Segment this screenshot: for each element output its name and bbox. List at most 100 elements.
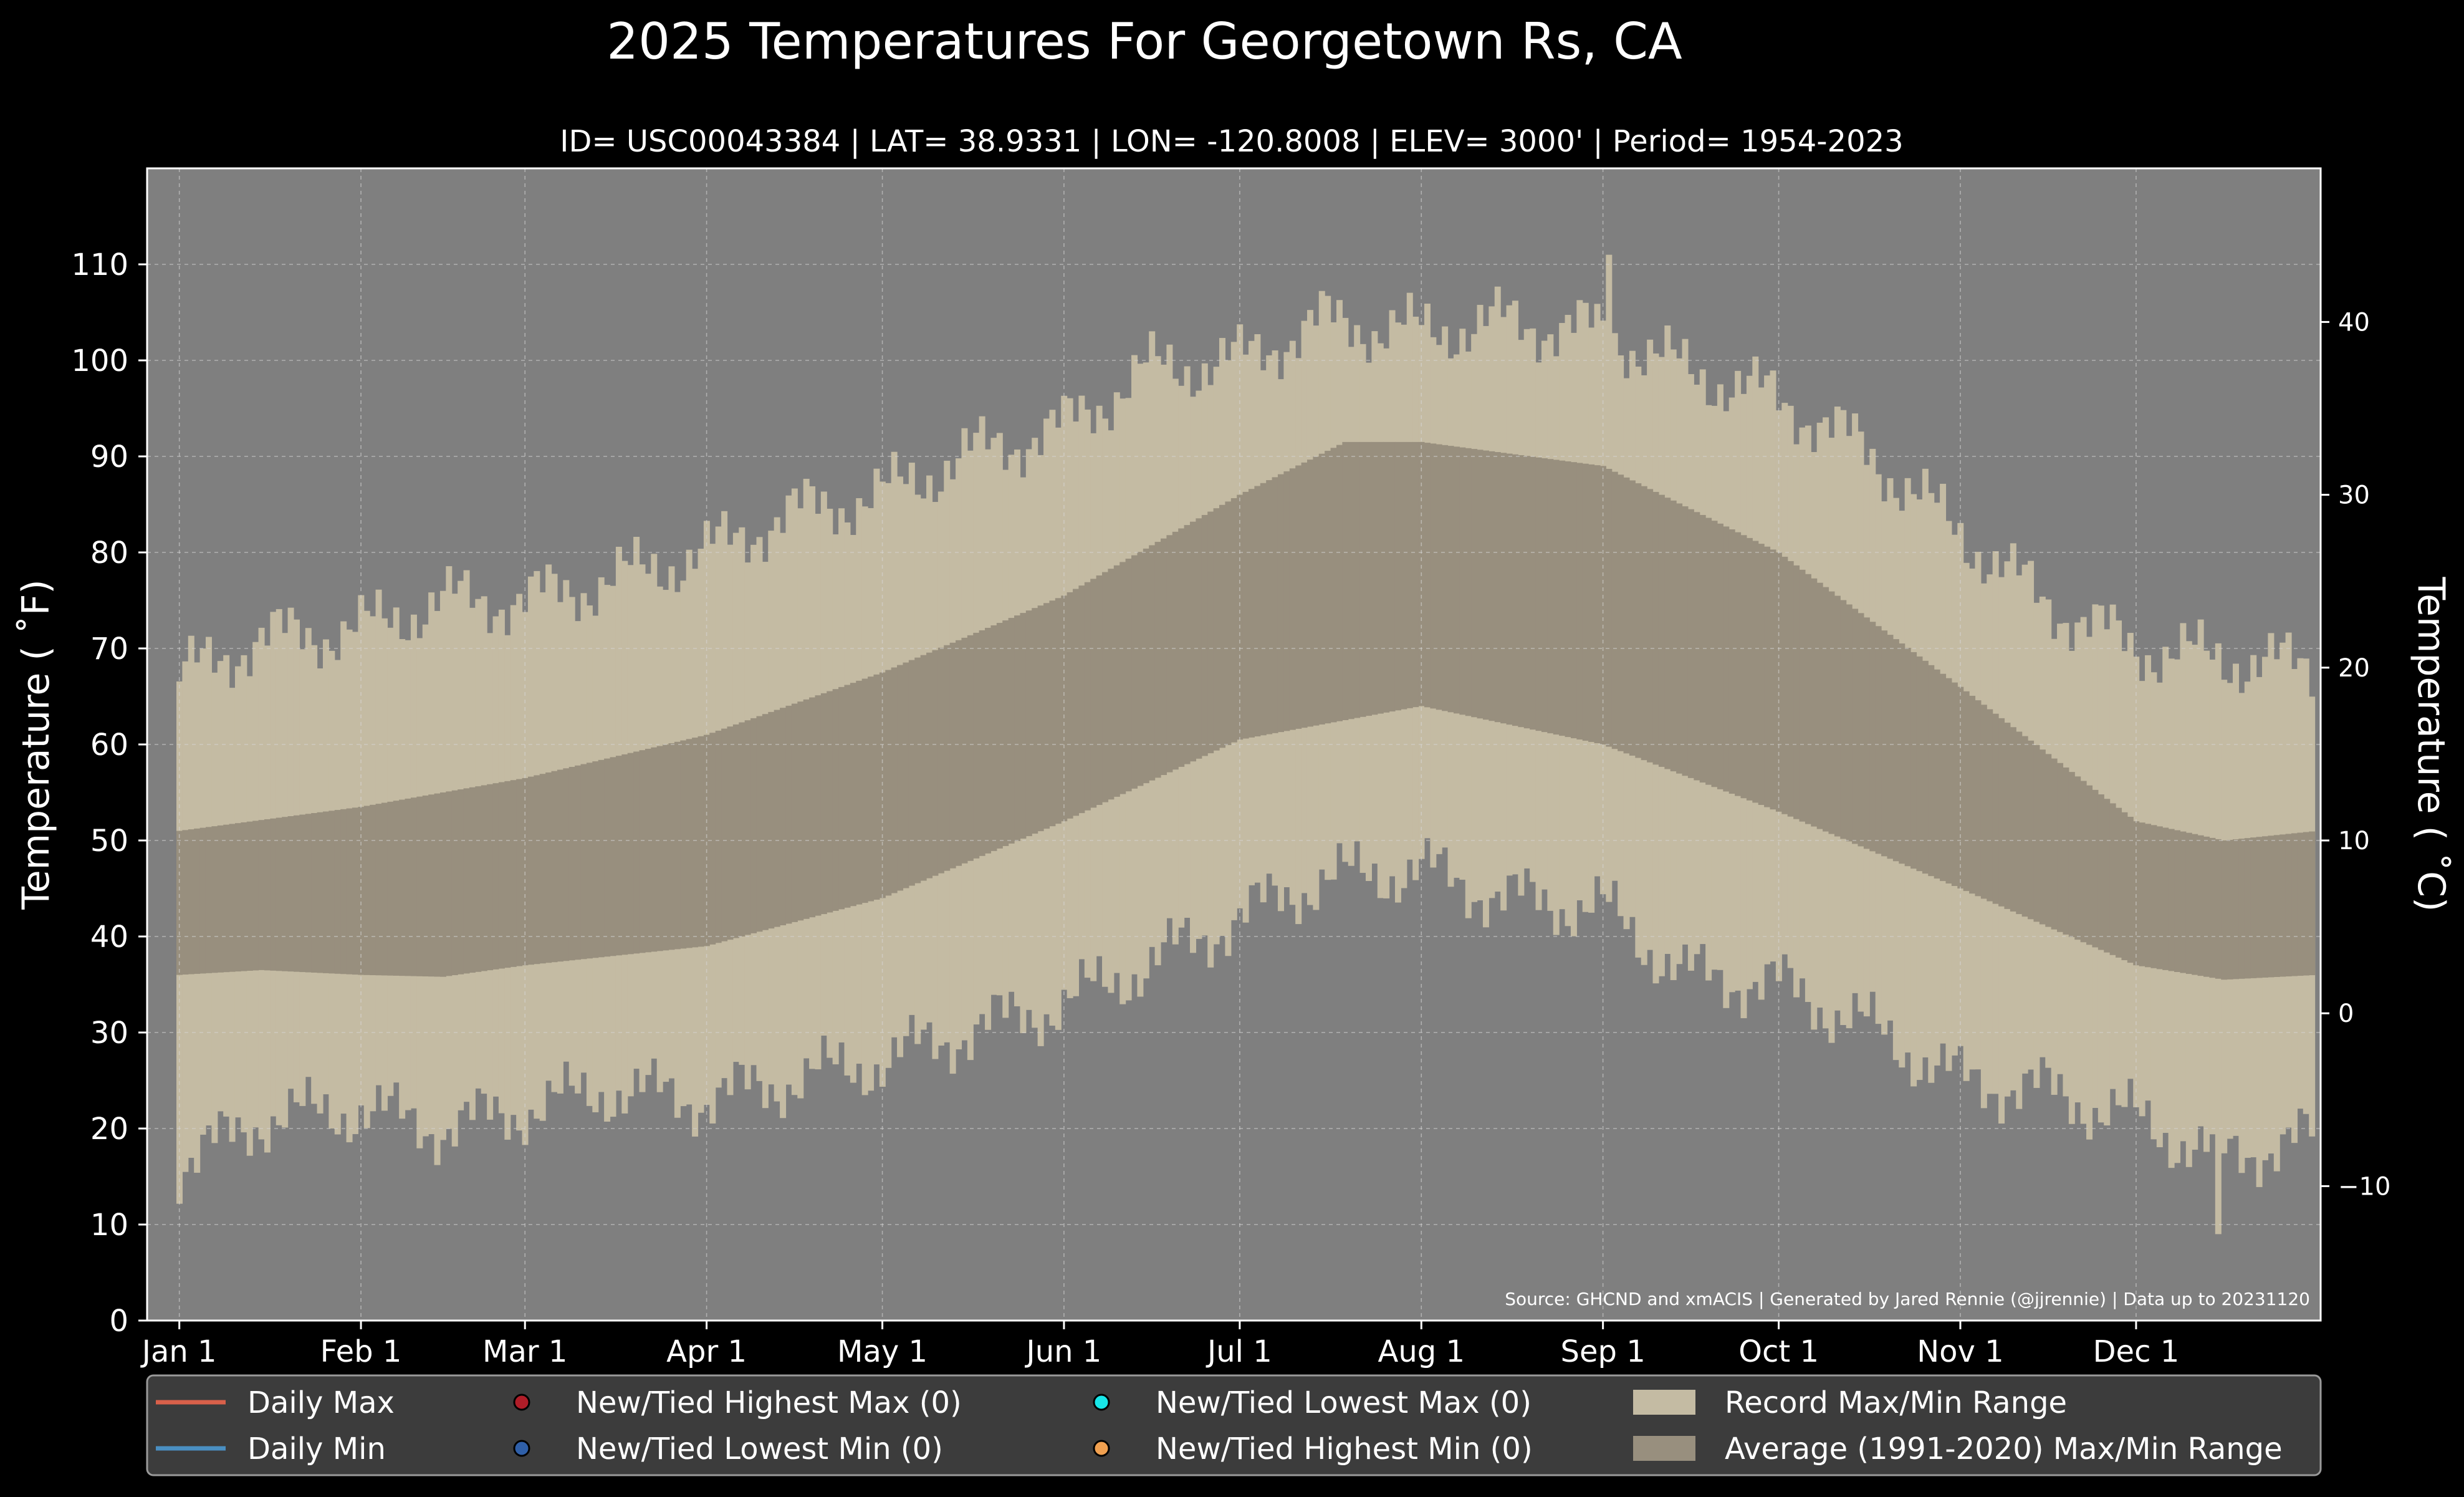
average-range-bar: [1196, 518, 1202, 759]
x-tick-label: Mar 1: [482, 1334, 567, 1369]
average-range-bar: [1775, 552, 1782, 812]
average-range-bar: [1119, 562, 1126, 794]
average-range-bar: [1758, 544, 1765, 806]
average-range-bar: [1201, 514, 1208, 756]
average-range-bar: [2033, 745, 2040, 922]
average-range-bar: [1570, 462, 1577, 739]
y-tick-label-right: 10: [2338, 827, 2370, 855]
average-range-bar: [1453, 446, 1460, 714]
average-range-bar: [967, 635, 974, 861]
legend-label: Record Max/Min Range: [1725, 1385, 2067, 1420]
x-tick-label: Sep 1: [1560, 1334, 1645, 1369]
average-range-bar: [1225, 501, 1232, 746]
average-range-bar: [1781, 556, 1788, 814]
x-tick-label: Apr 1: [666, 1334, 747, 1369]
average-range-bar: [1565, 461, 1571, 738]
average-range-bar: [2097, 794, 2104, 950]
average-range-bar: [926, 652, 933, 878]
average-range-bar: [780, 708, 787, 926]
average-range-bar: [1313, 456, 1320, 726]
average-range-bar: [990, 625, 997, 851]
average-range-bar: [410, 797, 417, 976]
average-range-bar: [492, 783, 499, 970]
average-range-bar: [815, 695, 822, 916]
average-range-bar: [2133, 821, 2140, 966]
average-range-bar: [375, 804, 382, 976]
average-range-bar: [832, 689, 839, 911]
average-range-bar: [1090, 579, 1097, 808]
average-range-bar: [1488, 451, 1495, 721]
average-range-bar: [1823, 587, 1829, 832]
average-range-bar: [2051, 758, 2058, 930]
average-range-bar: [328, 811, 335, 974]
y-axis-right: −10 0 10 20 30 40: [2321, 308, 2390, 1201]
x-tick-label: Jul 1: [1206, 1334, 1272, 1369]
average-range-bar: [1465, 448, 1472, 716]
average-range-bar: [944, 645, 951, 871]
average-range-bar: [1477, 450, 1484, 719]
chart-subtitle: ID= USC00043384 | LAT= 38.9331 | LON= -1…: [560, 124, 1903, 159]
average-range-bar: [727, 726, 734, 940]
average-range-bar: [1412, 441, 1419, 708]
average-range-bar: [703, 734, 710, 946]
average-range-bar: [1846, 604, 1853, 842]
average-range-bar: [1166, 535, 1173, 773]
average-range-bar: [2039, 749, 2046, 925]
average-range-bar: [1161, 538, 1167, 776]
average-range-bar: [674, 741, 681, 950]
average-range-bar: [1541, 458, 1548, 733]
average-range-bar: [1728, 529, 1735, 794]
average-range-bar: [516, 779, 523, 966]
legend-label: New/Tied Highest Max (0): [576, 1385, 962, 1420]
average-range-bar: [1618, 474, 1624, 751]
average-range-bar: [1213, 508, 1220, 751]
average-range-bar: [469, 787, 476, 973]
average-range-bar: [2063, 767, 2069, 935]
average-range-bar: [1283, 471, 1290, 731]
average-range-bar: [545, 772, 552, 963]
average-range-bar: [1899, 643, 1906, 864]
average-range-bar: [1325, 451, 1331, 724]
average-range-bar: [241, 822, 247, 971]
average-range-bar: [2185, 832, 2192, 975]
average-range-bar: [428, 794, 435, 977]
average-range-bar: [2250, 837, 2257, 978]
average-range-bar: [322, 811, 329, 973]
average-range-bar: [246, 821, 253, 971]
average-range-bar: [785, 705, 792, 924]
average-range-bar: [1406, 441, 1413, 708]
average-range-bar: [2262, 836, 2269, 978]
legend-box: [146, 1374, 2322, 1476]
average-range-bar: [2256, 837, 2263, 978]
average-range-bar: [932, 650, 939, 876]
average-range-bar: [1957, 686, 1964, 888]
average-range-bar: [1904, 648, 1911, 867]
average-range-bar: [1442, 445, 1449, 711]
legend-dot-swatch: [1093, 1394, 1110, 1411]
average-range-bar: [1881, 630, 1888, 857]
average-range-bar: [1647, 489, 1654, 763]
average-range-bar: [1945, 678, 1952, 884]
average-range-bar: [2203, 836, 2210, 977]
average-range-bar: [1770, 549, 1776, 810]
average-range-bar: [2156, 826, 2163, 970]
average-range-bar: [2273, 835, 2280, 977]
average-range-bar: [949, 642, 956, 869]
average-range-bar: [2028, 740, 2035, 920]
average-range-bar: [1992, 713, 1999, 904]
chart-title: 2025 Temperatures For Georgetown Rs, CA: [606, 12, 1682, 70]
y-tick-label: 20: [90, 1112, 128, 1147]
average-range-bar: [2279, 834, 2286, 977]
average-range-bar: [1500, 453, 1507, 724]
average-range-bar: [1811, 578, 1818, 827]
average-range-bar: [1664, 498, 1671, 769]
y-tick-label-right: 20: [2338, 654, 2370, 683]
average-range-bar: [534, 775, 540, 965]
average-range-bar: [1523, 456, 1530, 729]
average-range-bar: [1887, 635, 1894, 859]
average-range-bar: [416, 796, 423, 976]
grid-lines: [147, 168, 2321, 1321]
average-range-bar: [1676, 503, 1683, 774]
average-range-bars: [176, 441, 2316, 980]
average-range-bar: [1248, 489, 1255, 738]
